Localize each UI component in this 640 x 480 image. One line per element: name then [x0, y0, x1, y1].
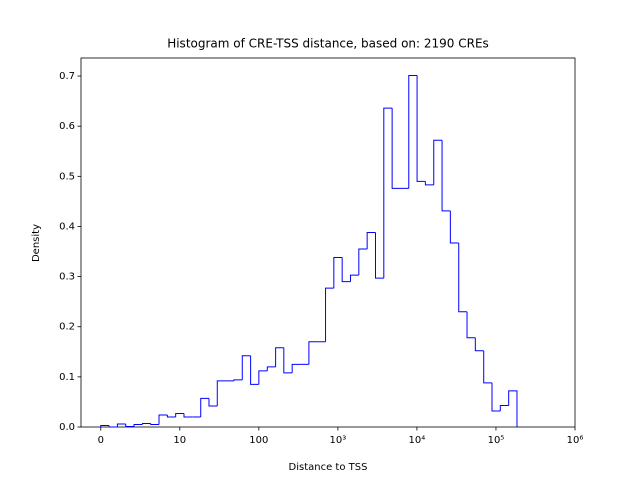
histogram-bin — [458, 243, 468, 313]
histogram-bin — [341, 257, 351, 283]
histogram-bin — [100, 424, 110, 427]
histogram-bin — [325, 287, 334, 342]
histogram-bin — [424, 181, 434, 186]
histogram-bin — [266, 366, 276, 371]
histogram-bin — [183, 413, 193, 418]
histogram-bin — [416, 75, 426, 182]
y-tick-label: 0.0 — [59, 422, 75, 433]
histogram-bin — [241, 355, 251, 380]
y-tick-label: 0.7 — [59, 71, 75, 82]
histogram-bin — [366, 231, 376, 250]
y-tick-label: 0.4 — [59, 221, 75, 232]
chart-title: Histogram of CRE-TSS distance, based on:… — [167, 37, 489, 51]
histogram-bin — [233, 379, 243, 381]
histogram-bin — [508, 390, 518, 427]
histogram-bin — [358, 248, 368, 276]
histogram-bin — [166, 414, 176, 418]
x-tick-label: 10 — [173, 435, 186, 446]
histogram-bin — [350, 274, 359, 282]
histogram-bin — [308, 341, 318, 365]
y-tick-label: 0.2 — [59, 322, 75, 333]
x-tick-label: 10⁵ — [488, 435, 505, 446]
histogram-bin — [116, 423, 126, 427]
y-tick-label: 0.6 — [59, 121, 75, 132]
histogram-bin — [216, 380, 226, 406]
plot-frame — [80, 57, 576, 428]
x-tick-label: 10⁶ — [567, 435, 584, 446]
histogram-bin — [141, 422, 151, 425]
histogram-bin — [200, 397, 209, 417]
y-tick-label: 0.5 — [59, 171, 75, 182]
histogram-bin — [433, 139, 443, 185]
histogram-bin — [449, 210, 459, 244]
histogram-bin — [158, 414, 168, 425]
histogram-bin — [466, 311, 476, 339]
histogram-bin — [483, 350, 493, 384]
histogram-bin — [258, 370, 268, 385]
x-axis-label: Distance to TSS — [289, 462, 368, 473]
histogram-bin — [375, 232, 384, 279]
x-tick-label: 100 — [249, 435, 268, 446]
histogram-bin — [491, 382, 501, 412]
histogram-bin — [208, 398, 218, 407]
histogram-bin — [383, 107, 393, 279]
histogram-bin — [391, 108, 401, 189]
histogram-bin — [133, 423, 143, 427]
histogram-bin — [474, 337, 484, 352]
histogram-bin — [291, 363, 301, 373]
histogram-bin — [275, 347, 284, 367]
histogram-bin — [333, 257, 343, 289]
y-tick-label: 0.3 — [59, 272, 75, 283]
histogram-bin — [150, 423, 160, 425]
histogram-bin — [250, 355, 259, 385]
histogram-bin — [108, 425, 118, 428]
histogram-bin — [125, 423, 135, 427]
x-tick-label: 10³ — [330, 435, 347, 446]
y-tick-label: 0.1 — [59, 372, 75, 383]
histogram-bin — [441, 140, 451, 212]
y-axis-label: Density — [31, 224, 42, 262]
histogram-bin — [499, 404, 509, 411]
histogram-bin — [175, 412, 184, 417]
histogram-bin — [408, 75, 418, 189]
x-tick-label: 10⁴ — [409, 435, 426, 446]
histogram-bin — [283, 347, 293, 374]
x-tick-label: 0 — [98, 435, 104, 446]
